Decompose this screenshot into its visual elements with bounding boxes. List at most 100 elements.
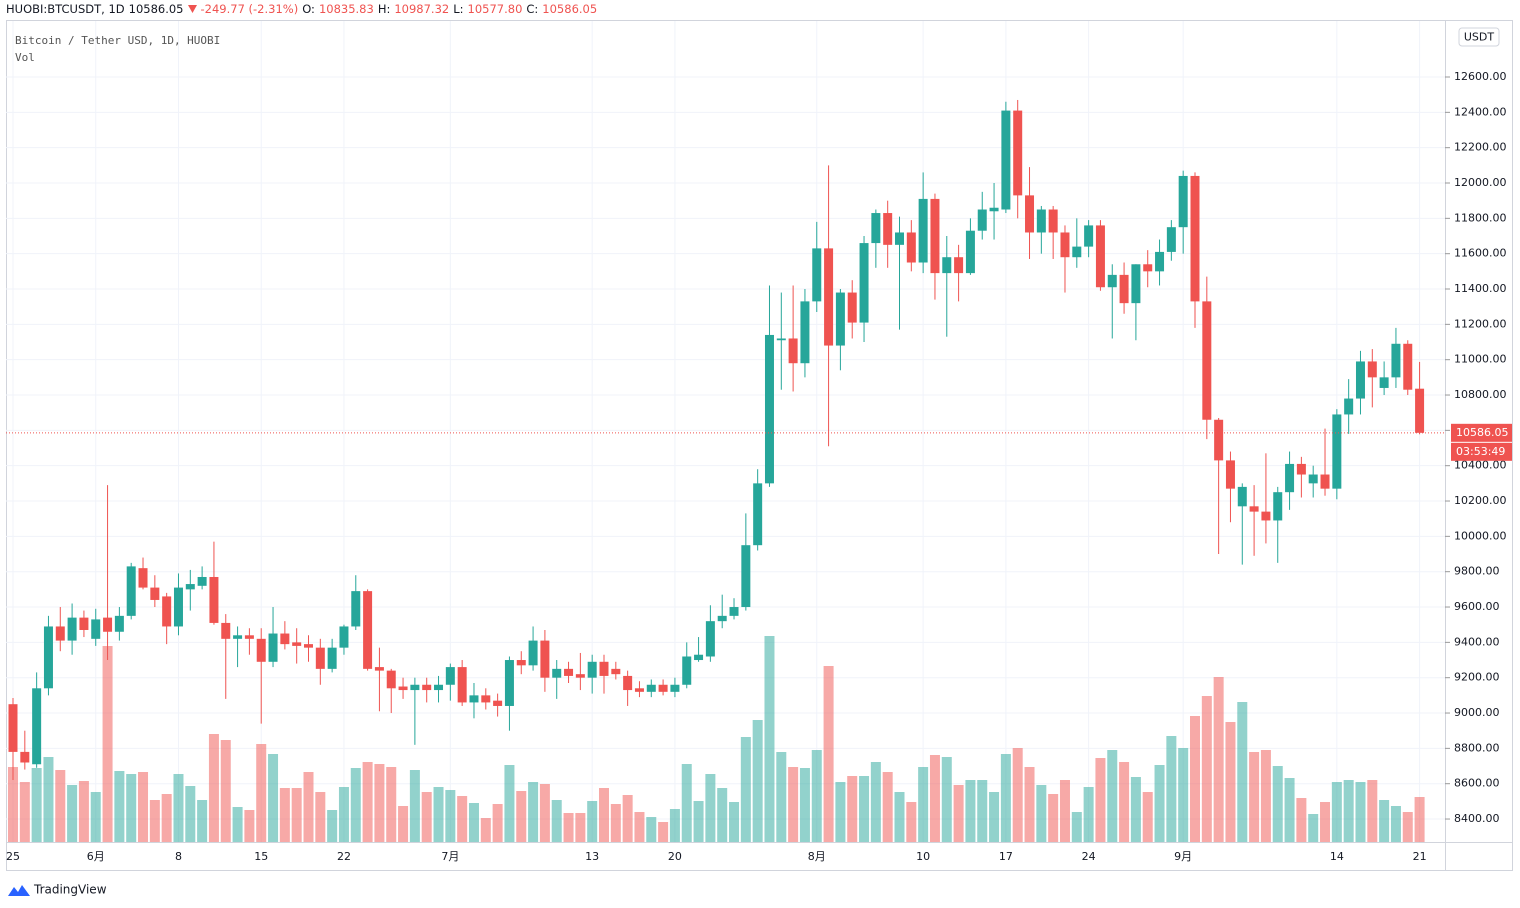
x-tick-label: 7月 (441, 850, 459, 863)
volume-bar (398, 806, 409, 842)
countdown: 03:53:49 (1456, 445, 1505, 458)
x-tick-label: 21 (1413, 850, 1427, 863)
volume-bar (1296, 798, 1307, 842)
volume-bar (90, 792, 101, 842)
volume-bar (1178, 748, 1189, 842)
volume-bar (1154, 765, 1165, 842)
volume-bar (587, 801, 598, 842)
candle-body (1296, 463, 1306, 475)
volume-bar (989, 792, 1000, 842)
volume-bar (646, 817, 657, 842)
candle-body (1036, 209, 1046, 233)
candle-body (374, 667, 384, 671)
x-tick-label: 8 (175, 850, 182, 863)
volume-bar (220, 740, 231, 842)
volume-bar (1166, 736, 1177, 842)
candle-body (717, 615, 727, 622)
candle-body (1355, 361, 1365, 399)
candle-body (1143, 264, 1153, 272)
volume-bar (433, 787, 444, 842)
volume-bar (941, 757, 952, 842)
y-tick-label: 12400.00 (1454, 105, 1507, 118)
candle-body (1084, 225, 1094, 247)
volume-bar (811, 750, 822, 842)
candle-body (859, 243, 869, 323)
volume-bar (1201, 696, 1212, 842)
currency[interactable]: USDT (1464, 31, 1495, 44)
volume-bar (918, 767, 929, 842)
candle-body (244, 635, 254, 639)
candle-body (327, 647, 337, 669)
volume-bar (31, 768, 42, 842)
volume-bar (1390, 806, 1401, 842)
legend-title: Bitcoin / Tether USD, 1D, HUOBI (15, 34, 220, 47)
c-value: 10586.05 (542, 2, 598, 16)
volume-bar (268, 754, 279, 842)
volume-bar (468, 803, 479, 842)
volume-bar (19, 782, 30, 842)
candle-body (1214, 419, 1224, 461)
candle-body (753, 483, 763, 546)
candle-body (1155, 251, 1165, 272)
y-tick-label: 11800.00 (1454, 211, 1507, 224)
volume-bar (279, 788, 290, 842)
candle-body (469, 695, 479, 703)
candle-body (150, 587, 160, 600)
volume-bar (457, 796, 468, 842)
y-tick-label: 10800.00 (1454, 388, 1507, 401)
volume-bar (197, 800, 208, 842)
volume-bar (1048, 794, 1059, 842)
volume-bar (622, 795, 633, 842)
y-tick-label: 10200.00 (1454, 494, 1507, 507)
volume-bar (1331, 782, 1342, 842)
volume-bar (126, 774, 137, 842)
candle-body (209, 576, 219, 623)
candle-body (79, 617, 89, 630)
candle-body (764, 334, 774, 484)
candle-body (1107, 274, 1117, 288)
candle-body (741, 545, 751, 608)
last-price: 10586.05 (128, 2, 184, 16)
candle-body (67, 617, 77, 641)
candle-body (1060, 232, 1070, 258)
currency-box[interactable] (1458, 27, 1500, 47)
frame (6, 20, 1513, 871)
candle-body (91, 619, 101, 639)
candle-body (103, 617, 113, 632)
candle-body (256, 638, 266, 662)
candle-body (1415, 388, 1425, 433)
y-tick-label: 12200.00 (1454, 141, 1507, 154)
volume-bar (894, 792, 905, 842)
volume-bar (1260, 750, 1271, 842)
candle-body (304, 644, 313, 648)
volume-bar (504, 765, 515, 842)
candle-body (126, 566, 136, 616)
volume-bar (977, 780, 988, 842)
candle-body (930, 198, 940, 274)
candle-body (221, 622, 231, 639)
candle-body (32, 688, 42, 765)
x-tick-label: 25 (6, 850, 20, 863)
volume-bar (1308, 814, 1319, 842)
candle-body (1119, 274, 1129, 304)
candle-body (1344, 398, 1354, 415)
volume-bar (752, 720, 763, 842)
volume-bar (1414, 797, 1425, 842)
candle-body (1261, 511, 1271, 521)
candle-body (173, 587, 183, 627)
volume-bar (859, 776, 870, 842)
volume-bar (1213, 677, 1224, 842)
y-tick-label: 8800.00 (1454, 741, 1500, 754)
candle-body (1190, 175, 1200, 302)
volume-bar (1142, 792, 1153, 842)
candle-body (989, 207, 999, 212)
volume-bar (185, 786, 196, 842)
candle-body (670, 684, 680, 692)
volume-bar (1284, 778, 1295, 842)
candle-body (883, 213, 893, 245)
candle-body (800, 301, 810, 364)
candle-body (1403, 343, 1413, 390)
volume-bar (114, 771, 125, 842)
candle-body (493, 700, 503, 706)
x-tick-label: 10 (916, 850, 930, 863)
